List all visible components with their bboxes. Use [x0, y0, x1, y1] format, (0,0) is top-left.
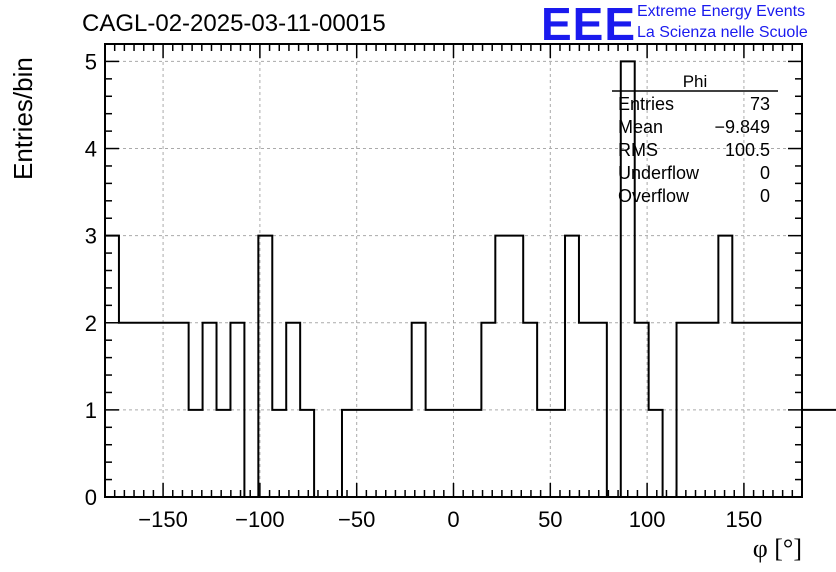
- x-tick-label: −100: [235, 507, 285, 532]
- x-tick-label: −50: [338, 507, 375, 532]
- stat-row-rms: RMS 100.5: [618, 140, 770, 162]
- x-tick-label: 100: [629, 507, 666, 532]
- y-tick-label: 1: [85, 398, 97, 423]
- histogram-bin: [551, 410, 565, 497]
- y-tick-label: 3: [85, 224, 97, 249]
- stat-key: Underflow: [618, 163, 700, 183]
- axis-tick-labels: −150 −100 −50 0 50 100 150 0 1 2 3 4 5: [85, 49, 763, 532]
- histogram-bin: [175, 323, 189, 497]
- stat-key: Overflow: [618, 186, 690, 206]
- x-tick-label: 0: [447, 507, 459, 532]
- histogram-bin: [718, 236, 732, 497]
- histogram-bin: [454, 410, 468, 497]
- histogram-bin: [258, 236, 272, 497]
- stat-value: 73: [749, 94, 770, 114]
- stat-row-mean: Mean −9.849: [618, 117, 770, 139]
- histogram-bin: [342, 410, 356, 497]
- histogram-bin: [440, 410, 454, 497]
- statbox-title: Phi: [682, 72, 708, 91]
- histogram-bin: [690, 323, 704, 497]
- histogram-bin: [537, 410, 551, 497]
- histogram-bin: [816, 410, 830, 497]
- histogram-bin: [398, 410, 412, 497]
- histogram-bin: [802, 410, 816, 497]
- histogram-bin: [189, 410, 203, 497]
- x-axis-label: φ [°]: [752, 534, 802, 563]
- chart-title: CAGL-02-2025-03-11-00015: [82, 10, 386, 37]
- histogram-bin: [426, 410, 440, 497]
- stat-key: RMS: [618, 140, 658, 160]
- histogram-bin: [356, 410, 370, 497]
- stat-key: Mean: [618, 117, 664, 137]
- logo-line-1: Extreme Energy Events: [637, 3, 806, 20]
- histogram-bin: [133, 323, 147, 497]
- histogram-bin: [509, 236, 523, 497]
- stat-value: 0: [759, 186, 770, 206]
- logo-line-2: La Scienza nelle Scuole: [637, 24, 808, 41]
- eee-logo: EEE: [541, 0, 637, 50]
- stat-key: Entries: [618, 94, 675, 114]
- histogram-bin: [272, 410, 286, 497]
- histogram-bin: [649, 410, 663, 497]
- histogram-bin: [105, 236, 119, 497]
- histogram-bin: [300, 410, 314, 497]
- histogram-bin: [565, 236, 579, 497]
- histogram-bin: [830, 410, 836, 497]
- stat-value: 100.5: [724, 140, 770, 160]
- x-tick-label: −150: [138, 507, 188, 532]
- stat-row-overflow: Overflow 0: [618, 186, 770, 208]
- y-tick-label: 4: [85, 137, 97, 162]
- y-axis-label: Entries/bin: [8, 57, 38, 180]
- histogram-bin: [217, 410, 231, 497]
- stat-value: 0: [759, 163, 770, 183]
- stat-value: −9.849: [714, 117, 770, 137]
- stat-row-entries: Entries 73: [618, 94, 770, 116]
- x-tick-label: 50: [538, 507, 562, 532]
- x-tick-label: 150: [726, 507, 763, 532]
- axis-ticks: [105, 43, 802, 498]
- y-tick-label: 5: [85, 49, 97, 74]
- y-tick-label: 2: [85, 311, 97, 336]
- stat-row-underflow: Underflow 0: [618, 163, 770, 185]
- histogram-bin: [495, 236, 509, 497]
- histogram-bin: [467, 410, 481, 497]
- histogram-bin: [370, 410, 384, 497]
- histogram-bin: [384, 410, 398, 497]
- y-tick-label: 0: [85, 485, 97, 510]
